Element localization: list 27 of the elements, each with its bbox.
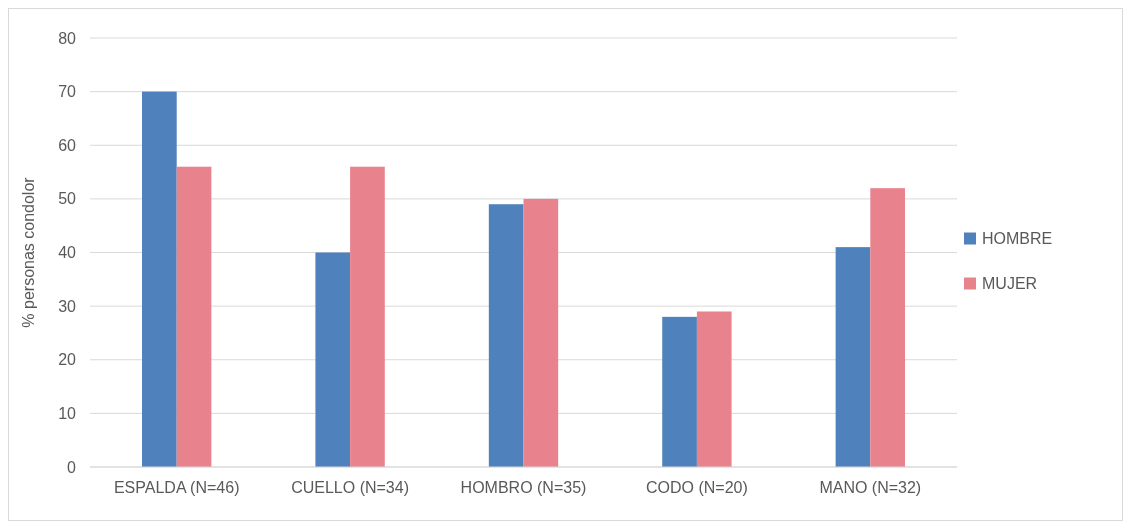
y-axis-title: % personas condolor bbox=[20, 176, 37, 328]
y-tick-label: 10 bbox=[58, 404, 77, 422]
bar bbox=[176, 166, 212, 467]
bar bbox=[350, 166, 385, 467]
bar bbox=[142, 91, 177, 467]
bar bbox=[870, 188, 905, 467]
bar bbox=[488, 204, 524, 467]
bar bbox=[662, 316, 697, 467]
y-tick-label: 20 bbox=[58, 351, 77, 369]
bar bbox=[315, 252, 351, 467]
legend-label: HOMBRE bbox=[982, 230, 1053, 248]
x-tick-label: MANO (N=32) bbox=[819, 479, 922, 496]
x-tick-label: ESPALDA (N=46) bbox=[113, 479, 240, 496]
y-tick-label: 0 bbox=[67, 458, 77, 476]
x-tick-label: CODO (N=20) bbox=[646, 479, 748, 496]
legend-label: MUJER bbox=[982, 275, 1038, 293]
bar bbox=[696, 311, 732, 467]
y-tick-label: 30 bbox=[58, 297, 77, 315]
bar bbox=[835, 247, 871, 467]
bar bbox=[523, 198, 559, 467]
y-tick-label: 40 bbox=[58, 244, 77, 262]
y-tick-label: 60 bbox=[58, 136, 77, 154]
x-tick-label: HOMBRO (N=35) bbox=[460, 479, 587, 496]
y-tick-label: 80 bbox=[58, 29, 77, 47]
y-tick-label: 50 bbox=[58, 190, 77, 208]
y-tick-label: 70 bbox=[58, 83, 77, 101]
x-tick-label: CUELLO (N=34) bbox=[291, 479, 410, 496]
